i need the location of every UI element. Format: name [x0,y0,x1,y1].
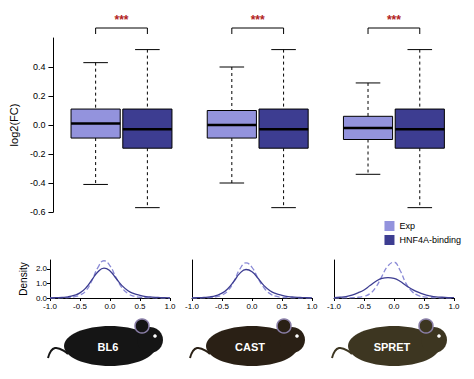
svg-text:-0.5: -0.5 [357,302,371,311]
svg-text:-1.0: -1.0 [327,302,341,311]
svg-text:1.0: 1.0 [164,302,176,311]
svg-text:0.0: 0.0 [33,120,46,130]
svg-text:0.0: 0.0 [388,302,400,311]
svg-text:0.4: 0.4 [33,62,46,72]
svg-text:2.0: 2.0 [36,264,48,273]
svg-text:1.0: 1.0 [448,302,460,311]
svg-text:CAST: CAST [235,341,265,353]
svg-text:0.0: 0.0 [246,302,258,311]
svg-text:***: *** [251,13,265,27]
svg-text:0.5: 0.5 [276,302,288,311]
svg-text:SPRET: SPRET [374,341,411,353]
svg-text:-0.5: -0.5 [73,302,87,311]
svg-text:***: *** [114,13,128,27]
svg-text:-0.2: -0.2 [30,149,46,159]
svg-text:Density: Density [18,262,29,295]
svg-text:0.0: 0.0 [35,293,47,303]
svg-text:1.0: 1.0 [306,302,318,311]
svg-text:1.0: 1.0 [36,279,48,288]
svg-text:-0.4: -0.4 [30,178,46,188]
svg-text:0.2: 0.2 [33,91,46,101]
svg-text:0.5: 0.5 [418,302,430,311]
svg-text:-0.6: -0.6 [30,207,46,217]
svg-text:-1.0: -1.0 [185,302,199,311]
svg-text:Exp: Exp [399,221,415,231]
svg-text:0.0: 0.0 [104,302,116,311]
svg-text:-0.5: -0.5 [215,302,229,311]
svg-text:BL6: BL6 [98,341,119,353]
svg-text:-1.0: -1.0 [43,302,57,311]
svg-text:HNF4A-binding: HNF4A-binding [399,235,461,245]
svg-text:log2(FC): log2(FC) [8,104,20,147]
svg-text:0.5: 0.5 [134,302,146,311]
svg-text:***: *** [387,13,401,27]
